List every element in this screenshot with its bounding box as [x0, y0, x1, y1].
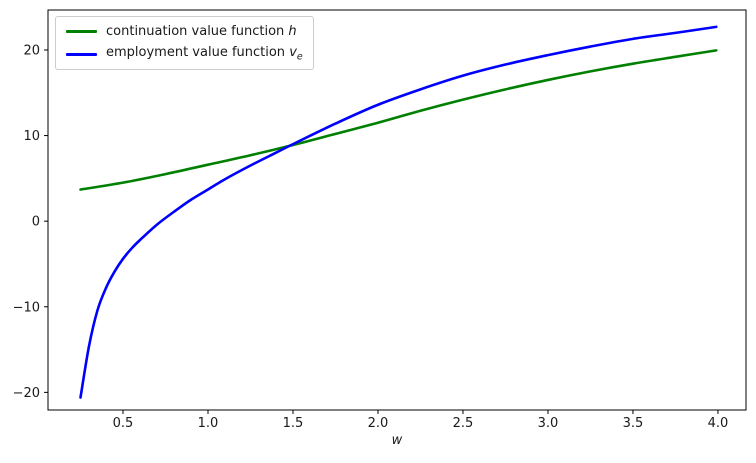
- y-tick-label: 10: [23, 129, 40, 144]
- legend-label-h-symbol: h: [288, 24, 297, 39]
- x-tick-label: 4.0: [708, 416, 729, 431]
- y-tick-label: −10: [13, 300, 40, 315]
- x-tick-label: 2.5: [453, 416, 474, 431]
- x-tick-label: 0.5: [113, 416, 134, 431]
- x-tick-label: 3.5: [623, 416, 644, 431]
- legend-label-ve-symbol: v: [289, 44, 297, 60]
- x-tick-label: 2.0: [368, 416, 389, 431]
- y-tick-label: 20: [23, 43, 40, 58]
- x-tick-label: 1.0: [198, 416, 219, 431]
- legend: continuation value function h employment…: [55, 16, 314, 70]
- legend-item-h: continuation value function h: [66, 22, 303, 41]
- legend-label-h: continuation value function h: [106, 22, 297, 41]
- legend-item-ve: employment value function ve: [66, 45, 303, 64]
- legend-line-swatch-ve: [66, 53, 97, 56]
- legend-label-h-text: continuation value function: [106, 24, 289, 39]
- y-tick-label: −20: [13, 386, 40, 401]
- y-tick-label: 0: [32, 215, 40, 230]
- legend-line-swatch-h: [66, 30, 97, 33]
- series-line-ve: [79, 25, 718, 399]
- legend-label-ve: employment value function ve: [106, 43, 303, 67]
- x-tick-label: 1.5: [283, 416, 304, 431]
- legend-label-ve-subscript: e: [296, 51, 303, 63]
- axes-frame: [47, 9, 747, 411]
- x-tick-label: 3.0: [538, 416, 559, 431]
- series-line-h: [79, 49, 718, 191]
- x-axis-label: w: [391, 433, 403, 448]
- legend-label-ve-text: employment value function: [106, 44, 290, 60]
